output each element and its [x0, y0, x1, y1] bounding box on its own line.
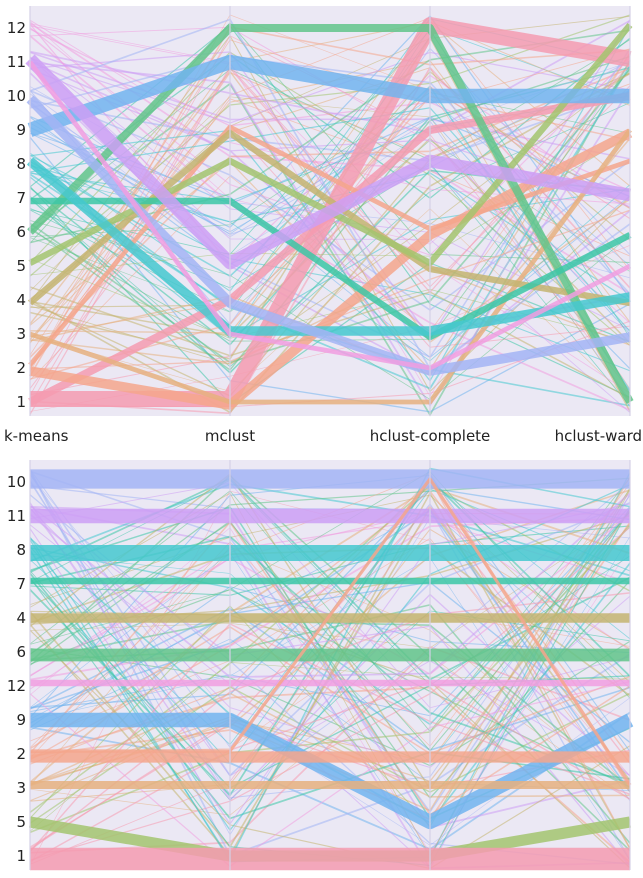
background-trace	[29, 546, 631, 792]
background-trace	[29, 521, 631, 816]
tick-label: 4	[16, 609, 26, 627]
background-trace	[29, 711, 631, 851]
background-trace	[29, 469, 631, 857]
background-trace	[29, 692, 631, 798]
cluster-bundle-9	[30, 712, 634, 830]
axis-lines	[29, 6, 631, 870]
background-trace	[29, 655, 631, 816]
axis-name-1: mclust	[205, 427, 255, 445]
background-trace	[29, 507, 631, 777]
background-trace	[29, 72, 631, 414]
background-trace	[29, 629, 631, 870]
axis-name-2: hclust-complete	[370, 427, 491, 445]
tick-label: 4	[16, 291, 26, 309]
cluster-bundle-2	[30, 477, 632, 786]
background-trace	[29, 18, 631, 371]
background-trace	[29, 506, 631, 849]
background-trace	[29, 619, 631, 789]
background-trace	[29, 581, 631, 744]
background-trace	[29, 509, 631, 720]
background-trace	[29, 626, 631, 755]
tick-label: 9	[16, 711, 26, 729]
background-trace	[29, 473, 631, 777]
tick-label: 5	[16, 257, 26, 275]
tick-label: 7	[16, 189, 26, 207]
background-trace	[29, 21, 631, 338]
cluster-bundle-6	[27, 24, 634, 404]
background-trace	[29, 525, 631, 596]
axis-name-0: k-means	[4, 427, 69, 445]
bottom-panel-lines	[29, 467, 634, 871]
background-trace	[29, 487, 631, 709]
background-trace	[29, 525, 631, 834]
cluster-bundle-8	[26, 157, 631, 336]
background-trace	[29, 90, 631, 162]
cluster-bundle-3	[29, 128, 632, 405]
tick-label: 11	[7, 53, 26, 71]
cluster-bundle-9	[27, 54, 630, 137]
tick-label: 9	[16, 121, 26, 139]
tick-label: 3	[16, 325, 26, 343]
background-trace	[29, 490, 631, 761]
tick-label: 2	[16, 745, 26, 763]
tick-label: 1	[16, 393, 26, 411]
tick-label: 6	[16, 223, 26, 241]
background-trace	[29, 117, 631, 335]
cluster-bundle-12	[28, 60, 632, 371]
background-trace	[29, 19, 631, 134]
tick-label: 6	[16, 643, 26, 661]
tick-label: 8	[16, 541, 26, 559]
background-trace	[29, 208, 631, 402]
tick-labels: 12 11 10 9 8 7 6 5 4 3 2 1 10 11 8 7 4 6 12 9 2 3 5 1	[7, 19, 26, 865]
background-trace	[29, 536, 631, 858]
tick-label: 5	[16, 813, 26, 831]
background-trace	[29, 526, 631, 861]
tick-label: 12	[7, 677, 26, 695]
tick-label: 10	[7, 473, 26, 491]
background-trace	[29, 25, 631, 382]
top-panel-lines	[25, 14, 634, 417]
background-trace	[29, 681, 631, 868]
tick-label: 2	[16, 359, 26, 377]
background-trace	[29, 70, 631, 308]
tick-label: 7	[16, 575, 26, 593]
tick-label: 12	[7, 19, 26, 37]
axis-names: k-means mclust hclust-complete hclust-ward	[4, 427, 642, 445]
tick-label: 3	[16, 779, 26, 797]
tick-label: 8	[16, 155, 26, 173]
background-trace	[29, 25, 631, 394]
tick-label: 11	[7, 507, 26, 525]
cluster-bundle-11	[25, 54, 632, 270]
tick-label: 1	[16, 847, 26, 865]
axis-name-3: hclust-ward	[555, 427, 642, 445]
tick-label: 10	[7, 87, 26, 105]
background-trace	[29, 681, 631, 863]
background-trace	[29, 23, 631, 397]
